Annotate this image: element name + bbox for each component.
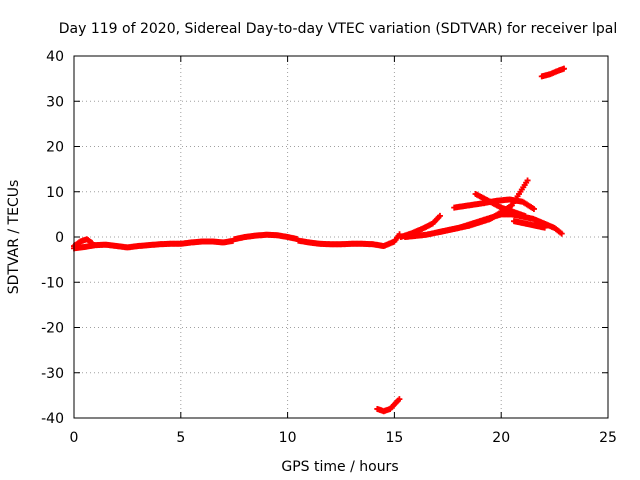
data-point: [522, 213, 529, 220]
axis-ticks: [73, 55, 609, 419]
y-tick-labels: 40 30 20 10 0 -10 -20 -30 -40: [41, 49, 64, 427]
y-tick-label: 0: [55, 230, 64, 246]
data-point: [530, 205, 537, 212]
y-tick-label: -10: [41, 275, 64, 291]
chart-title: Day 119 of 2020, Sidereal Day-to-day VTE…: [59, 21, 617, 37]
x-tick-label: 10: [279, 430, 297, 446]
series-arc-5: [374, 396, 403, 415]
series-arc-3: [231, 231, 300, 243]
y-tick-label: -20: [41, 321, 64, 337]
y-tick-label: 10: [46, 185, 64, 201]
series-arc-4: [295, 231, 403, 250]
x-tick-label: 25: [599, 430, 617, 446]
y-tick-label: 20: [46, 140, 64, 156]
y-tick-label: 30: [46, 94, 64, 110]
series-arc-10: [472, 191, 529, 220]
series-arc-8: [434, 211, 565, 237]
data-point: [560, 65, 567, 72]
grid: [74, 56, 608, 418]
y-tick-label: 40: [46, 49, 64, 65]
x-tick-label: 5: [176, 430, 185, 446]
data-point: [436, 212, 443, 219]
x-tick-label: 20: [492, 430, 510, 446]
data-point: [524, 177, 531, 184]
x-tick-label: 0: [70, 430, 79, 446]
series-arc-2: [71, 237, 236, 252]
y-tick-label: -40: [41, 411, 64, 427]
data-points: [71, 65, 567, 415]
data-point: [558, 230, 565, 237]
x-tick-label: 15: [385, 430, 403, 446]
data-point: [396, 396, 403, 403]
series-arc-11: [511, 218, 548, 231]
data-point: [541, 224, 548, 231]
y-tick-label: -30: [41, 366, 64, 382]
x-tick-labels: 0 5 10 15 20 25: [70, 430, 617, 446]
y-axis-label: SDTVAR / TECUs: [6, 180, 22, 295]
x-axis-label: GPS time / hours: [281, 459, 398, 475]
series-arc-12: [538, 65, 567, 80]
